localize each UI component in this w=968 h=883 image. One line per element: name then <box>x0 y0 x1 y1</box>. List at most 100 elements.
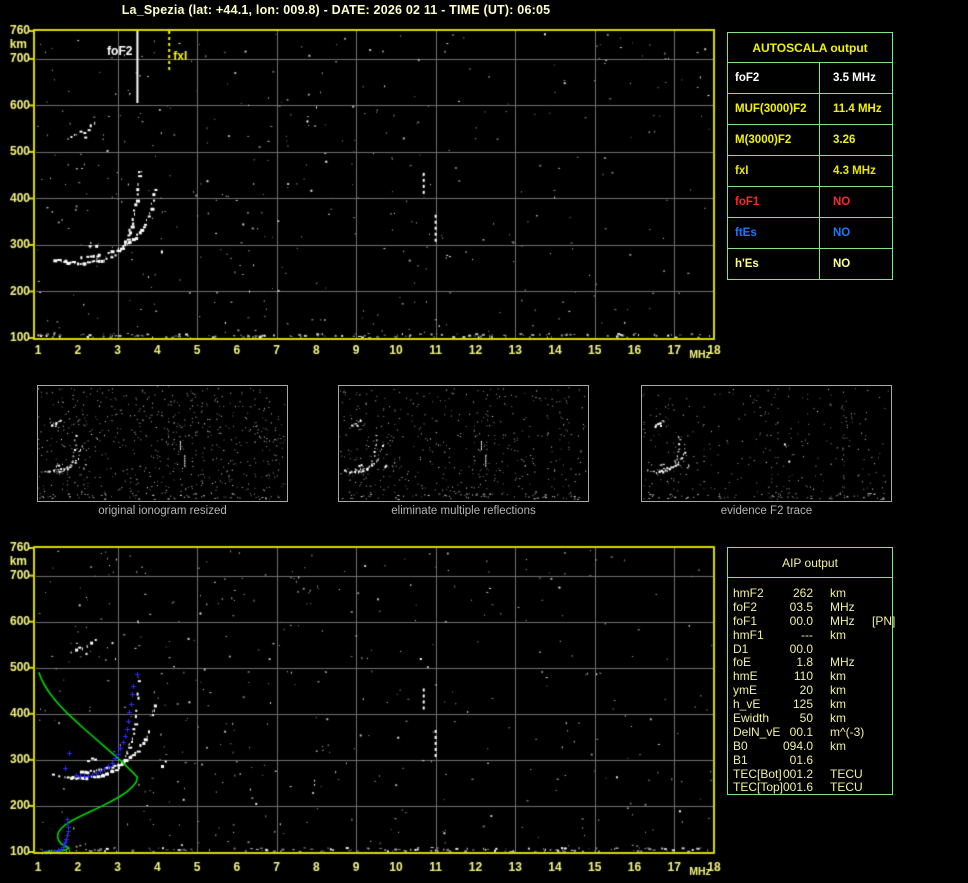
aip-unit: km <box>830 683 846 698</box>
aip-row: DelN_vE 00.1 m^(-3) <box>733 724 892 740</box>
param-value: NO <box>833 196 851 208</box>
param-label: foF2 <box>728 63 820 93</box>
aip-unit: TECU <box>830 780 863 795</box>
thumbnail-caption-evidence: evidence F2 trace <box>720 505 813 517</box>
param-label: ftEs <box>728 218 820 248</box>
param-value: NO <box>833 227 851 239</box>
aip-param: foF2 <box>733 599 758 614</box>
aip-param: hmE <box>733 669 758 684</box>
aip-output-table: AIP output hmF2 262 km foF2 03.5 MHz foF1 00.0 M… <box>727 547 896 795</box>
thumbnail-original-ionogram <box>37 385 288 502</box>
aip-rows: hmF2 262 km foF2 03.5 MHz foF1 00.0 MHz [PN] hmF1 -… <box>728 578 896 795</box>
aip-param: foF1 <box>733 613 758 628</box>
aip-param: DelN_vE <box>733 724 781 739</box>
aip-unit: km <box>830 669 846 684</box>
aip-param: TEC[Top] <box>733 780 784 795</box>
aip-value: 125 <box>792 697 813 712</box>
aip-note <box>863 643 892 657</box>
aip-note: [PN] <box>872 613 896 628</box>
aip-row: TEC[Bot] 001.2 TECU <box>733 766 892 782</box>
autoscala-row: ftEs NO <box>728 218 892 249</box>
aip-param: ymE <box>733 683 757 698</box>
aip-value: 00.0 <box>789 613 813 628</box>
aip-unit: MHz <box>830 613 855 628</box>
aip-value: 001.2 <box>783 766 814 781</box>
param-label: h'Es <box>728 249 820 279</box>
aip-value: 50 <box>799 711 813 726</box>
aip-value: 01.6 <box>789 752 813 767</box>
aip-param: D1 <box>733 641 749 656</box>
aip-unit: km <box>830 697 846 712</box>
profile-plot <box>0 535 725 883</box>
aip-row: foE 1.8 MHz <box>733 656 892 670</box>
aip-unit: m^(-3) <box>830 724 865 739</box>
aip-note <box>863 698 892 712</box>
aip-row: TEC[Top] 001.6 TECU <box>733 781 892 795</box>
ionogram-plot <box>0 20 725 370</box>
aip-note <box>863 754 892 768</box>
aip-note <box>863 587 892 601</box>
aip-value: 20 <box>799 683 813 698</box>
aip-unit: km <box>830 711 846 726</box>
aip-value: 262 <box>792 586 813 600</box>
aip-unit <box>813 754 863 768</box>
aip-row: B1 01.6 <box>733 752 892 768</box>
aip-note <box>863 656 892 670</box>
param-value: 4.3 MHz <box>833 165 876 177</box>
autoscala-rows: foF2 3.5 MHz MUF(3000)F2 11.4 MHz M(3000)F2 3… <box>728 63 892 279</box>
aip-param: B1 <box>733 752 748 767</box>
autoscala-row: M(3000)F2 3.26 <box>728 125 892 156</box>
autoscala-output-table: AUTOSCALA output foF2 3.5 MHz MUF(3000)F2 1… <box>727 32 893 280</box>
aip-row: hmF2 262 km <box>733 587 892 601</box>
aip-row: D1 00.0 <box>733 641 892 657</box>
aip-param: h_vE <box>733 697 761 712</box>
aip-unit: TECU <box>830 766 863 781</box>
autoscala-row: foF1 NO <box>728 187 892 218</box>
aip-row: hmF1 --- km <box>733 627 892 643</box>
aip-row: h_vE 125 km <box>733 698 892 712</box>
aip-note <box>863 601 892 615</box>
param-value: 3.26 <box>833 134 856 146</box>
thumbnail-caption-original: original ionogram resized <box>98 505 227 517</box>
aip-table-title: AIP output <box>728 548 892 578</box>
aip-param: Ewidth <box>733 711 770 726</box>
param-label: MUF(3000)F2 <box>728 94 820 124</box>
thumbnail-evidence-f2-trace <box>641 385 892 502</box>
aip-row: hmE 110 km <box>733 670 892 684</box>
aip-row: Ewidth 50 km <box>733 712 892 726</box>
aip-unit: km <box>830 586 846 600</box>
aip-value: --- <box>801 627 813 642</box>
aip-note <box>863 712 892 726</box>
page-title: La_Spezia (lat: +44.1, lon: 009.8) - DAT… <box>121 3 551 17</box>
autoscala-row: MUF(3000)F2 11.4 MHz <box>728 94 892 125</box>
aip-note <box>863 726 892 740</box>
aip-unit <box>813 643 863 657</box>
aip-value: 001.6 <box>783 780 814 795</box>
aip-value: 110 <box>793 669 813 684</box>
thumbnail-eliminate-reflections <box>338 385 589 502</box>
param-label: M(3000)F2 <box>728 125 820 155</box>
param-value: 11.4 MHz <box>833 103 882 115</box>
aip-note <box>863 781 892 795</box>
aip-param: foE <box>733 655 752 670</box>
autoscala-table-title: AUTOSCALA output <box>728 33 892 63</box>
aip-row: foF2 03.5 MHz <box>733 599 892 615</box>
aip-param: hmF2 <box>733 586 764 600</box>
param-label: fxI <box>728 156 820 186</box>
aip-note <box>863 670 892 684</box>
param-label: foF1 <box>728 187 820 217</box>
aip-row: B0 094.0 km <box>733 738 892 754</box>
aip-param: B0 <box>733 738 748 753</box>
aip-note <box>863 768 892 782</box>
aip-value: 03.5 <box>789 599 813 614</box>
aip-unit: MHz <box>830 599 855 614</box>
param-value: NO <box>833 258 851 270</box>
aip-param: hmF1 <box>733 627 764 642</box>
param-value: 3.5 MHz <box>833 72 876 84</box>
aip-unit: km <box>830 738 846 753</box>
aip-param: TEC[Bot] <box>733 766 782 781</box>
aip-note <box>863 629 892 643</box>
aip-value: 1.8 <box>796 655 813 670</box>
aip-row: foF1 00.0 MHz [PN] <box>733 613 896 629</box>
